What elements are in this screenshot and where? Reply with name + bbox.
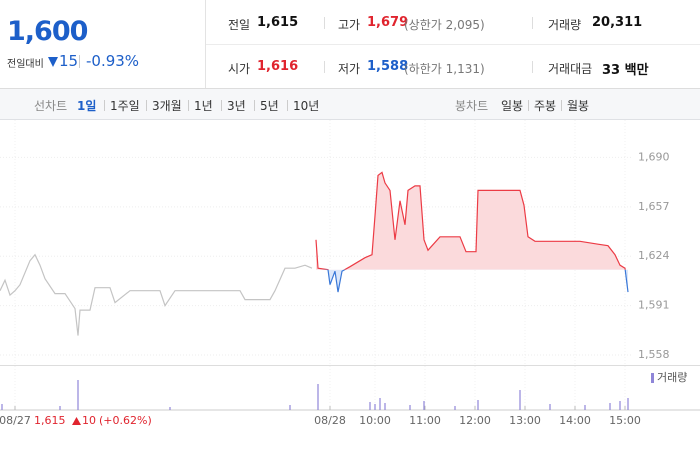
footer-price: 1,615 xyxy=(34,414,66,427)
stat-value: 33 백만 xyxy=(602,63,649,78)
stat-limit: (상한가 2,095) xyxy=(404,18,485,32)
x-tick-label: 13:00 xyxy=(509,414,541,427)
stat-label: 전일 xyxy=(228,18,251,32)
y-tick-label: 1,591 xyxy=(638,299,670,312)
volume-bar xyxy=(409,405,411,410)
stat-value: 1,679 xyxy=(367,15,409,30)
separator xyxy=(532,61,533,73)
y-tick-label: 1,690 xyxy=(638,150,670,163)
x-tick-label: 15:00 xyxy=(609,414,641,427)
divider xyxy=(205,0,206,88)
legend-label: 거래량 xyxy=(657,371,687,384)
volume-bar xyxy=(423,401,425,410)
x-tick-label: 14:00 xyxy=(559,414,591,427)
volume-bar xyxy=(584,405,586,410)
tab[interactable]: 월봉 xyxy=(567,99,590,113)
y-tick-label: 1,558 xyxy=(638,348,670,361)
x-tick-label: 08/28 xyxy=(314,414,346,427)
tab-bar xyxy=(0,89,700,120)
separator xyxy=(253,100,255,111)
legend-swatch xyxy=(651,373,654,383)
stat-value: 1,588 xyxy=(367,59,409,74)
change: 15 xyxy=(59,52,79,70)
volume-bar xyxy=(1,404,3,410)
stat-label: 시가 xyxy=(228,62,251,76)
separator xyxy=(324,17,325,29)
stat-label: 거래량 xyxy=(548,18,582,32)
volume-bar xyxy=(289,405,291,410)
stat-label: 저가 xyxy=(338,62,361,76)
down-icon xyxy=(48,57,58,67)
separator xyxy=(145,100,147,111)
volume-bar xyxy=(627,398,629,410)
area xyxy=(327,269,628,293)
x-tick-label: 08/27 xyxy=(0,414,31,427)
volume-bar xyxy=(374,404,376,410)
tab[interactable]: 주봉 xyxy=(534,99,557,113)
tab[interactable]: 5년 xyxy=(260,99,279,113)
tab[interactable]: 10년 xyxy=(293,99,320,113)
volume-bar xyxy=(619,401,621,410)
tab[interactable]: 일봉 xyxy=(501,99,524,113)
stat-limit: (하한가 1,131) xyxy=(404,62,485,76)
separator xyxy=(324,61,325,73)
x-tick-label: 12:00 xyxy=(459,414,491,427)
y-tick-label: 1,624 xyxy=(638,249,670,262)
line xyxy=(315,171,626,270)
separator xyxy=(79,55,80,68)
stat-value: 1,616 xyxy=(257,59,299,74)
area xyxy=(316,172,628,270)
separator xyxy=(220,100,222,111)
y-tick-label: 1,657 xyxy=(638,200,670,213)
change-label: 전일대비 xyxy=(7,59,44,70)
stat-value: 20,311 xyxy=(592,15,643,30)
stat-value: 1,615 xyxy=(257,15,299,30)
tab[interactable]: 1주일 xyxy=(110,99,140,113)
separator xyxy=(560,100,562,111)
stat-label: 고가 xyxy=(338,18,361,32)
tab-group-label: 선차트 xyxy=(34,99,68,113)
footer-change: 10 xyxy=(82,414,96,427)
x-tick-label: 11:00 xyxy=(409,414,441,427)
separator xyxy=(103,100,105,111)
volume-bar xyxy=(369,402,371,410)
volume-bar xyxy=(549,404,551,410)
tab[interactable]: 1년 xyxy=(194,99,213,113)
change-pct: -0.93% xyxy=(86,52,140,70)
divider xyxy=(206,44,700,45)
volume-bar xyxy=(317,384,319,410)
x-tick-label: 10:00 xyxy=(359,414,391,427)
separator xyxy=(286,100,288,111)
tab[interactable]: 1일 xyxy=(77,99,97,113)
down-arrow xyxy=(48,57,58,67)
volume-bar xyxy=(477,400,479,410)
up-arrow xyxy=(72,417,81,425)
line xyxy=(0,253,313,336)
price: 1,600 xyxy=(7,16,88,47)
tab[interactable]: 3년 xyxy=(227,99,246,113)
volume-bar xyxy=(379,398,381,410)
separator xyxy=(187,100,189,111)
line xyxy=(323,269,629,293)
volume-bar xyxy=(77,380,79,410)
header xyxy=(0,0,700,89)
volume-bar xyxy=(59,406,61,410)
tab-group-label: 봉차트 xyxy=(455,99,489,113)
volume-bar xyxy=(454,406,456,410)
up-icon xyxy=(72,417,81,425)
separator xyxy=(532,17,533,29)
tab[interactable]: 3개월 xyxy=(152,99,182,113)
volume-bar xyxy=(609,403,611,410)
footer-change-pct: (+0.62%) xyxy=(99,414,152,427)
separator xyxy=(527,100,529,111)
volume-bar xyxy=(169,407,171,410)
stat-label: 거래대금 xyxy=(548,62,593,76)
chart: 1,558 1,591 1,624 1,657 1,690 08/27 08/28 10:00… xyxy=(0,120,700,427)
volume-bar xyxy=(519,390,521,410)
volume-bar xyxy=(384,403,386,410)
